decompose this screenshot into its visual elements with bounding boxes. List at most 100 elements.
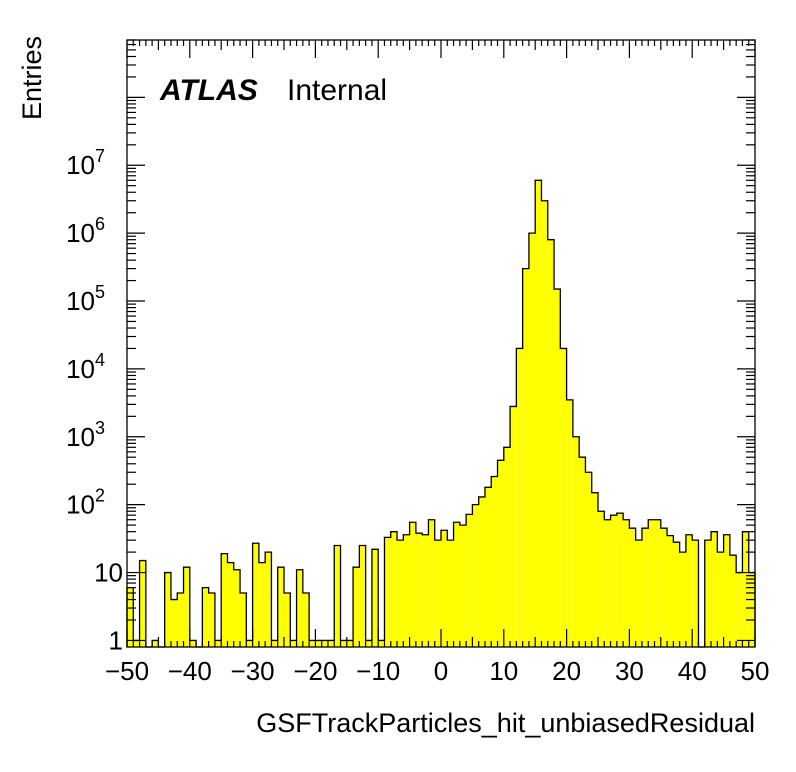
y-tick-label: 1	[109, 625, 123, 655]
histogram-bar	[139, 560, 146, 647]
histogram-bar	[629, 528, 636, 647]
histogram-bar	[233, 569, 241, 647]
histogram-bar	[258, 562, 266, 647]
histogram-bar	[491, 476, 498, 647]
histogram-bar	[434, 540, 441, 647]
histogram-bar	[459, 525, 467, 647]
histogram-bar	[528, 233, 536, 648]
histogram-bar	[516, 348, 523, 647]
histogram-bar	[127, 587, 134, 647]
histogram-bar	[598, 511, 605, 647]
histogram-bar	[315, 640, 322, 647]
histogram-bars	[126, 179, 756, 648]
x-tick-label: 20	[552, 656, 581, 686]
y-tick-label: 104	[66, 350, 105, 384]
histogram-bar	[566, 399, 573, 647]
y-tick-label: 10	[94, 558, 123, 588]
histogram-bar	[284, 592, 291, 647]
histogram-bar	[723, 534, 730, 647]
histogram-bar	[214, 640, 222, 647]
histogram-bar	[685, 534, 693, 647]
histogram-bar	[623, 519, 630, 647]
histogram-bar	[748, 572, 755, 647]
histogram-bar	[290, 640, 297, 647]
histogram-bar	[503, 447, 511, 647]
histogram-bar	[604, 519, 611, 647]
histogram-bar	[327, 640, 335, 647]
histogram-bar	[510, 406, 517, 647]
histogram-bar	[133, 640, 140, 647]
histogram-bar	[447, 540, 454, 647]
histogram-bar	[641, 528, 649, 647]
histogram-bar	[704, 540, 712, 647]
histogram-bar	[378, 640, 385, 647]
y-tick-labels: 1 10 102 103 104 105 106 107	[66, 146, 123, 655]
x-tick-label: 0	[434, 656, 448, 686]
x-tick-label: −20	[293, 656, 337, 686]
histogram-bar	[384, 537, 391, 647]
histogram-bar	[309, 640, 316, 647]
histogram-bar	[164, 572, 171, 647]
histogram-bar	[183, 567, 190, 647]
histogram-bar	[497, 460, 504, 647]
histogram-bar	[679, 552, 686, 647]
histogram-bar	[635, 540, 642, 647]
histogram-bar	[346, 640, 354, 647]
histogram-bar	[717, 552, 724, 647]
histogram-bar	[742, 531, 749, 647]
histogram-bar	[208, 592, 215, 647]
histogram-bar	[177, 592, 184, 647]
histogram-bar	[415, 533, 423, 647]
histogram-bar	[365, 640, 372, 647]
histogram-bar	[610, 515, 617, 647]
histogram-bar	[654, 519, 661, 647]
x-tick-label: 40	[678, 656, 707, 686]
histogram-bar	[170, 599, 178, 647]
histogram-bar	[371, 549, 379, 647]
histogram-bar	[302, 592, 310, 647]
histogram-bar	[390, 531, 398, 647]
histogram-bar	[428, 519, 435, 647]
y-tick-label: 103	[66, 418, 105, 452]
histogram-bar	[736, 572, 743, 647]
y-axis-title: Entries	[17, 36, 47, 120]
histogram-bar	[616, 513, 624, 647]
histogram-bar	[397, 540, 404, 647]
x-tick-label: 50	[741, 656, 770, 686]
histogram-bar	[246, 640, 253, 647]
histogram-bar	[547, 239, 555, 648]
histogram-bar	[240, 592, 247, 647]
x-tick-label: −30	[231, 656, 275, 686]
x-tick-label: 30	[615, 656, 644, 686]
histogram-bar	[572, 436, 580, 647]
histogram-bar	[271, 640, 278, 647]
histogram-bar	[522, 268, 529, 647]
histogram-bar	[221, 553, 228, 647]
histogram-bar	[478, 496, 485, 647]
histogram-bar	[585, 472, 592, 647]
atlas-label: ATLAS	[159, 74, 258, 107]
internal-label: Internal	[287, 74, 387, 107]
histogram-bar	[359, 545, 366, 647]
x-tick-label: 10	[489, 656, 518, 686]
x-tick-labels: −50 −40 −30 −20 −10 0 10 20 30 40 50	[105, 656, 770, 686]
histogram-bar	[353, 567, 360, 647]
histogram-bar	[591, 492, 598, 647]
histogram-bar	[466, 514, 473, 647]
histogram-bar	[453, 522, 460, 647]
y-tick-label: 102	[66, 486, 105, 520]
x-tick-label: −40	[168, 656, 212, 686]
histogram-bar	[648, 519, 655, 647]
x-axis-title: GSFTrackParticles_hit_unbiasedResidual	[256, 708, 755, 738]
histogram-bar	[189, 640, 197, 647]
x-tick-label: −10	[356, 656, 400, 686]
histogram-bar	[265, 552, 272, 647]
histogram-bar	[152, 640, 159, 647]
histogram-bar	[296, 569, 303, 647]
histogram-bar	[673, 542, 680, 647]
histogram-bar	[340, 640, 347, 647]
y-tick-label: 107	[66, 146, 105, 180]
histogram-bar	[277, 567, 284, 647]
histogram-bar	[252, 543, 259, 647]
